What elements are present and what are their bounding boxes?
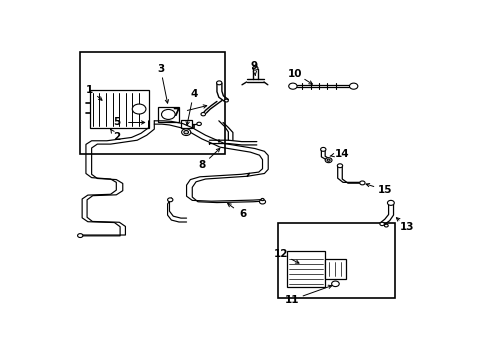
Circle shape <box>184 131 189 134</box>
Bar <box>80 51 224 154</box>
Text: 7: 7 <box>172 108 179 118</box>
Circle shape <box>360 181 365 185</box>
Circle shape <box>385 224 388 227</box>
Circle shape <box>289 83 297 89</box>
Circle shape <box>388 201 394 205</box>
Circle shape <box>327 159 330 161</box>
Text: 12: 12 <box>274 249 289 260</box>
Bar <box>158 107 179 122</box>
Text: 15: 15 <box>378 185 392 195</box>
Circle shape <box>77 234 83 238</box>
Circle shape <box>162 109 175 120</box>
Bar <box>181 120 192 128</box>
Text: 3: 3 <box>157 64 164 74</box>
Text: 13: 13 <box>400 222 415 232</box>
Circle shape <box>349 83 358 89</box>
Circle shape <box>217 81 222 85</box>
Circle shape <box>132 104 146 114</box>
Bar <box>325 260 346 279</box>
Text: 2: 2 <box>113 132 121 142</box>
Text: 1: 1 <box>86 85 93 95</box>
Text: 8: 8 <box>198 160 205 170</box>
Circle shape <box>332 281 339 287</box>
Circle shape <box>182 129 191 135</box>
Circle shape <box>325 158 332 163</box>
Text: 10: 10 <box>288 69 302 79</box>
Bar <box>287 251 325 287</box>
Circle shape <box>260 199 266 204</box>
Text: 5: 5 <box>113 117 120 127</box>
Text: 14: 14 <box>335 149 349 158</box>
Text: 4: 4 <box>190 89 197 99</box>
Circle shape <box>253 66 258 70</box>
Bar <box>90 90 148 128</box>
Circle shape <box>201 112 206 116</box>
Bar <box>278 223 395 298</box>
Text: 9: 9 <box>250 61 258 71</box>
Circle shape <box>380 222 385 226</box>
Circle shape <box>320 148 326 151</box>
Text: 6: 6 <box>239 209 246 219</box>
Circle shape <box>261 198 264 201</box>
Circle shape <box>337 164 343 168</box>
Circle shape <box>168 198 173 202</box>
Circle shape <box>224 99 228 102</box>
Text: 11: 11 <box>285 294 299 305</box>
Circle shape <box>197 122 201 126</box>
